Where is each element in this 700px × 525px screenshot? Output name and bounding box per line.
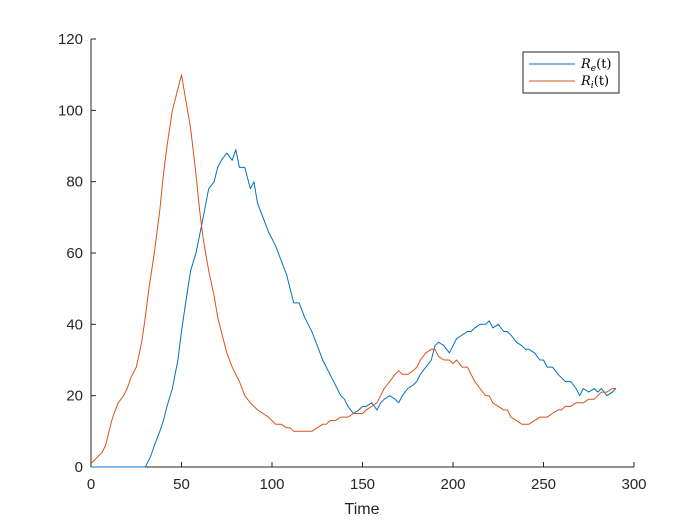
series-layer — [90, 74, 617, 468]
legend: Re(t)Ri(t) — [522, 51, 620, 94]
x-tick-label: 200 — [440, 476, 465, 493]
x-tick-label: 300 — [621, 476, 646, 493]
plot-area — [91, 39, 634, 467]
x-tick-label: 250 — [531, 476, 556, 493]
y-tick-label: 60 — [66, 245, 83, 262]
y-tick-label: 100 — [58, 102, 83, 119]
y-tick-label: 40 — [66, 316, 83, 333]
x-tick-label: 0 — [87, 476, 95, 493]
x-axis-title: Time — [345, 501, 380, 518]
legend-label-e: Re(t) — [580, 57, 612, 74]
x-tick-label: 100 — [259, 476, 284, 493]
series-line-i — [90, 74, 616, 464]
y-tick-label: 80 — [66, 174, 83, 191]
series-line-e — [91, 149, 617, 468]
y-tick-label: 20 — [66, 388, 83, 405]
legend-label-i: Ri(t) — [580, 74, 609, 91]
legend-box — [522, 51, 620, 94]
axes: 0 50 100 150 200 250 300 0 20 40 60 80 100 120 — [58, 31, 647, 493]
y-tick-label: 0 — [75, 459, 83, 476]
x-tick-label: 150 — [350, 476, 375, 493]
x-tick-label: 50 — [173, 476, 190, 493]
y-tick-label: 120 — [58, 31, 83, 48]
